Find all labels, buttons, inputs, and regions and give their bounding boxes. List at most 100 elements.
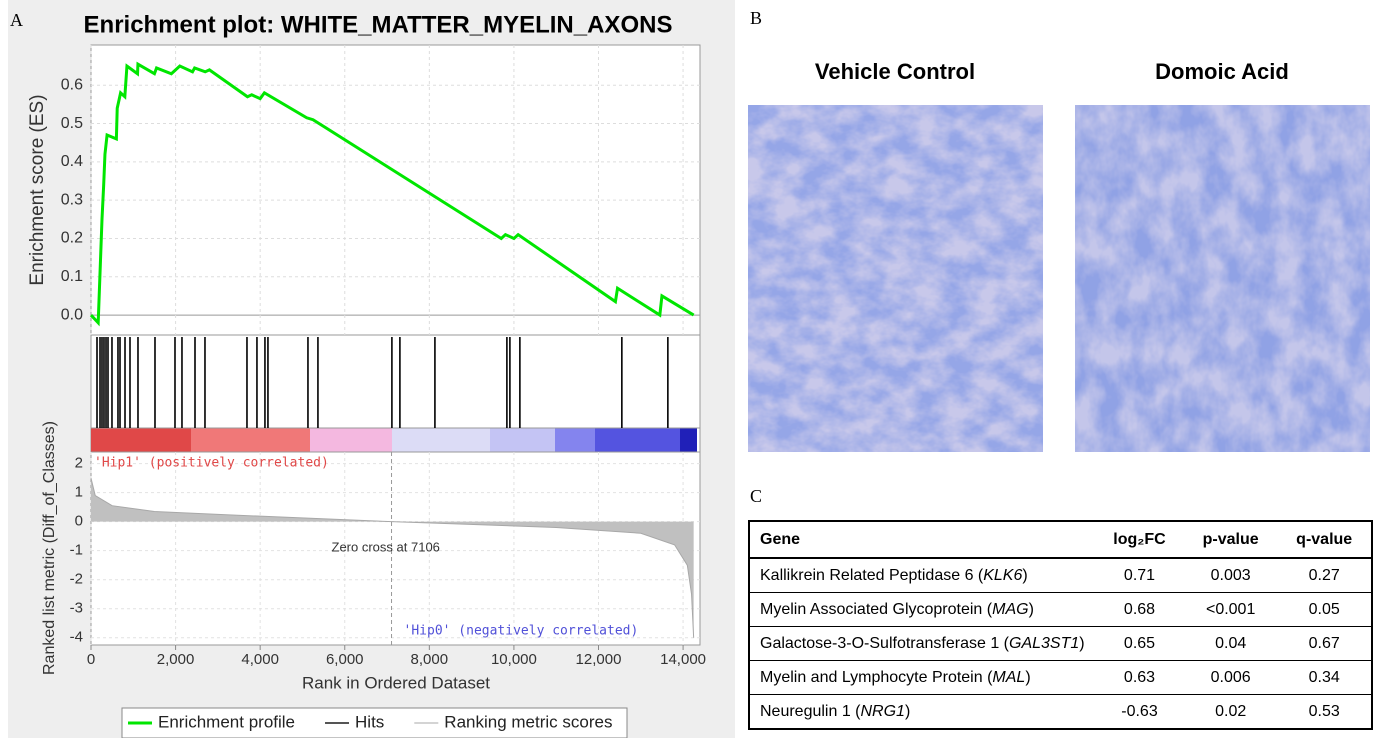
annotation: 'Hip1' (positively correlated) [94, 456, 329, 471]
panel-label: B [750, 8, 762, 28]
color-bar-segment [595, 428, 680, 452]
chart-title: Enrichment plot: WHITE_MATTER_MYELIN_AXO… [84, 11, 673, 38]
panel-label: C [750, 486, 762, 506]
table-header: Gene log₂FC p-value q-value [749, 521, 1372, 559]
value-cell: 0.71 [1095, 558, 1184, 593]
y-tick-label: 2 [75, 455, 83, 472]
legend [121, 707, 628, 738]
gene-name: ) [904, 702, 911, 720]
gene-name: Galactose-3-O-Sulfotransferase 1 ( [760, 634, 1009, 652]
gene-name: ) [1025, 668, 1031, 686]
y-tick-label: 0.0 [61, 306, 83, 323]
annotation: 'Hip0' (negatively correlated) [404, 624, 639, 639]
image-title: Domoic Acid [1155, 59, 1289, 84]
color-bar-segment [310, 428, 392, 452]
gene-symbol: KLK6 [983, 566, 1023, 584]
gene-name: ) [1028, 600, 1034, 618]
y-tick-label: 0.6 [61, 76, 83, 93]
color-bar-segment [392, 428, 490, 452]
color-bar-segment [680, 428, 697, 452]
value-cell: 0.003 [1183, 558, 1278, 593]
table-row: Neuregulin 1 (NRG1) -0.63 0.02 0.53 [749, 694, 1372, 730]
y-tick-label: 0.4 [61, 153, 83, 170]
panel-label: A [10, 10, 23, 30]
legend-label: Enrichment profile [158, 712, 295, 731]
value-cell: 0.67 [1277, 626, 1372, 661]
image-title: Vehicle Control [815, 59, 975, 84]
table-row: Myelin and Lymphocyte Protein (MAL) 0.63 0… [749, 660, 1372, 695]
gene-symbol: MAL [992, 668, 1026, 686]
column-header: log₂FC [1095, 521, 1184, 559]
y-tick-label: -2 [70, 571, 83, 588]
gene-cell: Myelin and Lymphocyte Protein (MAL) [749, 660, 1095, 695]
metric-line [90, 478, 695, 638]
column-header: Gene [749, 521, 1095, 559]
gene-name: Myelin Associated Glycoprotein ( [760, 600, 993, 618]
x-tick-label: 14,000 [660, 651, 706, 668]
legend-label: Ranking metric scores [444, 712, 612, 731]
es-line [89, 61, 695, 327]
x-tick-label: 0 [87, 651, 95, 668]
x-tick-label: 10,000 [491, 651, 537, 668]
gene-symbol: NRG1 [860, 702, 905, 720]
y-tick-label: 0.2 [61, 230, 83, 247]
value-cell: 0.53 [1277, 694, 1372, 730]
gene-name: Neuregulin 1 ( [760, 702, 861, 720]
micrograph-texture [1075, 105, 1370, 452]
value-cell: <0.001 [1183, 592, 1278, 627]
y-tick-label: 1 [75, 484, 83, 501]
legend-label: Hits [355, 712, 384, 731]
gene-name: Kallikrein Related Peptidase 6 ( [760, 566, 984, 584]
gene-cell: Kallikrein Related Peptidase 6 (KLK6) [749, 558, 1095, 593]
y-tick-label: 0 [75, 513, 83, 530]
gene-name: Myelin and Lymphocyte Protein ( [760, 668, 993, 686]
gene-cell: Myelin Associated Glycoprotein (MAG) [749, 592, 1095, 627]
value-cell: 0.65 [1095, 626, 1184, 661]
y-tick-label: 0.1 [61, 268, 83, 285]
value-cell: 0.006 [1183, 660, 1278, 695]
y-axis-label: Enrichment score (ES) [27, 94, 48, 285]
table-row: Galactose-3-O-Sulfotransferase 1 (GAL3ST… [749, 626, 1372, 661]
value-cell: 0.04 [1183, 626, 1278, 661]
gene-symbol: MAG [992, 600, 1029, 618]
x-tick-label: 8,000 [411, 651, 449, 668]
micrograph-texture [748, 105, 1043, 452]
gene-symbol: GAL3ST1 [1009, 634, 1080, 652]
y-tick-label: -4 [70, 629, 83, 646]
value-cell: 0.27 [1277, 558, 1372, 593]
y-tick-label: -1 [70, 542, 83, 559]
value-cell: 0.05 [1277, 592, 1372, 627]
column-header: p-value [1183, 521, 1278, 559]
y-tick-label: 0.5 [61, 115, 83, 132]
table-row: Kallikrein Related Peptidase 6 (KLK6) 0.7… [749, 558, 1372, 593]
gene-cell: Neuregulin 1 (NRG1) [749, 694, 1095, 730]
gene-name: ) [1022, 566, 1028, 584]
x-tick-label: 4,000 [241, 651, 279, 668]
y-tick-label: -3 [70, 600, 83, 617]
color-bar-segment [490, 428, 555, 452]
x-tick-label: 12,000 [576, 651, 622, 668]
value-cell: 0.63 [1095, 660, 1184, 695]
x-axis-label: Rank in Ordered Dataset [302, 673, 490, 692]
es-plot-area [90, 44, 701, 336]
color-bar [91, 427, 700, 453]
value-cell: 0.02 [1183, 694, 1278, 730]
y-tick-label: 0.3 [61, 191, 83, 208]
annotation: Zero cross at 7106 [332, 539, 440, 554]
x-tick-label: 6,000 [326, 651, 364, 668]
area-fill [91, 478, 694, 638]
column-header: q-value [1277, 521, 1372, 559]
color-bar-segment [91, 428, 191, 452]
value-cell: 0.34 [1277, 660, 1372, 695]
color-bar-segment [191, 428, 310, 452]
gene-cell: Galactose-3-O-Sulfotransferase 1 (GAL3ST… [749, 626, 1095, 661]
results-table: Gene log₂FC p-value q-value Kallikrein Relat… [748, 520, 1373, 730]
gene-name: ) [1079, 634, 1085, 652]
table-row: Myelin Associated Glycoprotein (MAG) 0.68… [749, 592, 1372, 627]
x-tick-label: 2,000 [157, 651, 195, 668]
color-bar-segment [555, 428, 595, 452]
value-cell: -0.63 [1095, 694, 1184, 730]
y-axis-label: Ranked list metric (Diff_of_Classes) [41, 421, 58, 675]
